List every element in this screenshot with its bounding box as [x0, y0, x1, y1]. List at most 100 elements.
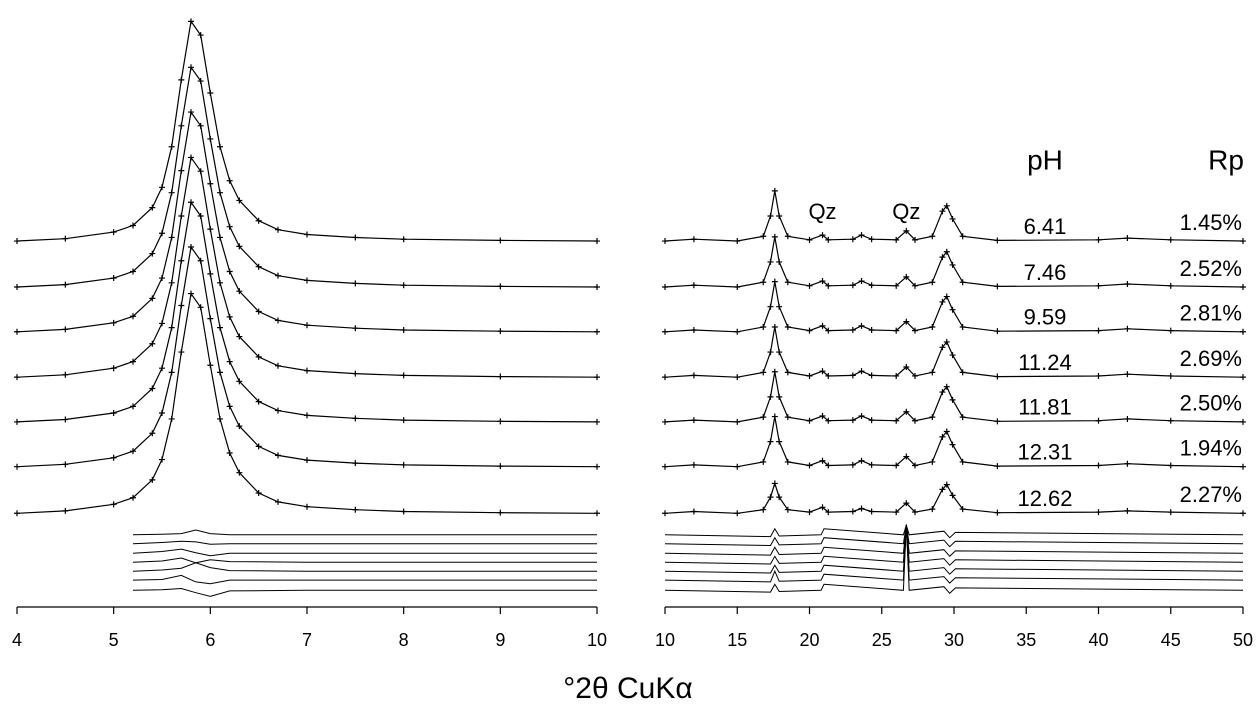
observed-point — [178, 212, 185, 219]
calculated-profile — [664, 326, 1244, 378]
observed-point — [893, 372, 900, 379]
observed-point — [949, 261, 956, 268]
observed-point — [868, 461, 875, 468]
observed-point — [159, 320, 165, 327]
observed-point — [178, 167, 185, 174]
observed-point — [497, 283, 504, 290]
observed-point — [130, 313, 136, 320]
observed-point — [226, 223, 233, 230]
observed-point — [959, 279, 966, 286]
ph-label: 9.59 — [1024, 305, 1067, 330]
observed-point — [994, 283, 1001, 290]
rp-label: 1.45% — [1180, 210, 1242, 235]
x-tick-label: 45 — [1161, 630, 1181, 650]
observed-point — [149, 204, 156, 211]
observed-point — [929, 369, 936, 376]
observed-point — [949, 306, 956, 313]
observed-point — [62, 326, 69, 333]
observed-point — [352, 506, 359, 513]
observed-point — [1124, 281, 1131, 288]
observed-point — [893, 462, 900, 469]
observed-point — [994, 237, 1001, 244]
observed-point — [352, 460, 359, 467]
observed-point — [849, 417, 856, 424]
observed-point — [1124, 507, 1131, 514]
observed-point — [949, 441, 956, 448]
observed-point — [400, 461, 407, 468]
observed-point — [929, 506, 936, 513]
observed-point — [226, 403, 233, 410]
observed-point — [168, 234, 175, 241]
observed-point — [110, 454, 117, 461]
difference-curve — [132, 587, 597, 597]
difference-curve — [132, 574, 597, 585]
observed-point — [255, 353, 262, 360]
observed-point — [767, 438, 774, 445]
observed-point — [1124, 235, 1131, 242]
calculated-profile — [664, 371, 1244, 423]
observed-point — [14, 284, 20, 291]
x-tick-label: 25 — [872, 630, 892, 650]
observed-point — [943, 428, 950, 435]
difference-curve — [664, 525, 1244, 595]
observed-point — [734, 510, 741, 517]
observed-point — [662, 284, 668, 291]
observed-point — [943, 338, 950, 345]
observed-point — [14, 238, 20, 245]
observed-point — [776, 393, 783, 400]
observed-point — [939, 254, 946, 261]
observed-point — [236, 423, 243, 430]
observed-point — [1124, 460, 1131, 467]
observed-point — [784, 233, 791, 240]
observed-point — [1167, 462, 1174, 469]
difference-curve — [132, 557, 597, 564]
observed-point — [893, 327, 900, 334]
observed-point — [188, 64, 194, 71]
observed-point — [1095, 327, 1102, 334]
observed-point — [188, 199, 194, 206]
observed-point — [949, 215, 956, 222]
observed-point — [236, 333, 243, 340]
observed-point — [62, 281, 69, 288]
difference-curve — [664, 525, 1244, 575]
observed-point — [149, 385, 156, 392]
observed-point — [771, 368, 778, 375]
observed-point — [1167, 282, 1174, 289]
calculated-profile — [664, 236, 1244, 288]
observed-point — [776, 258, 783, 265]
observed-point — [784, 324, 791, 331]
observed-point — [1124, 415, 1131, 422]
observed-point — [911, 417, 918, 424]
calculated-profile — [664, 481, 1244, 514]
observed-point — [929, 414, 936, 421]
observed-point — [784, 279, 791, 286]
observed-point — [275, 317, 281, 324]
x-tick-label: 30 — [944, 630, 964, 650]
x-tick-label: 9 — [495, 630, 505, 650]
observed-point — [849, 508, 856, 515]
observed-point — [939, 208, 946, 215]
observed-point — [760, 324, 767, 331]
observed-point — [594, 238, 600, 245]
observed-point — [806, 462, 813, 469]
observed-point — [168, 279, 175, 286]
observed-point — [168, 189, 175, 196]
observed-point — [806, 236, 813, 243]
observed-point — [197, 212, 204, 219]
observed-point — [819, 368, 826, 375]
observed-point — [14, 328, 20, 335]
observed-point — [178, 302, 185, 309]
observed-point — [188, 154, 194, 161]
observed-point — [168, 143, 175, 150]
observed-point — [1240, 374, 1246, 381]
observed-point — [1240, 510, 1246, 517]
observed-point — [62, 416, 69, 423]
observed-point — [400, 236, 407, 243]
observed-point — [734, 463, 741, 470]
observed-point — [959, 233, 966, 240]
observed-point — [497, 463, 504, 470]
observed-point — [690, 417, 697, 424]
observed-point — [1167, 372, 1174, 379]
observed-point — [110, 365, 117, 372]
rp-label: 2.69% — [1180, 346, 1242, 371]
